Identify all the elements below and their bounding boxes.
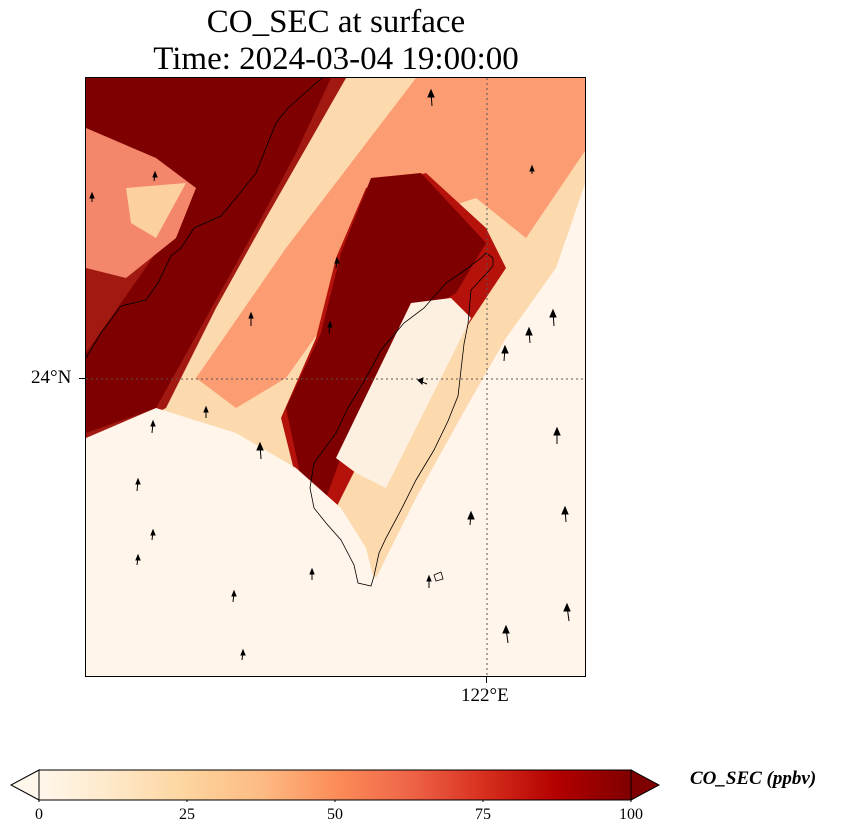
latitude-tick-label: 24°N [31, 367, 72, 388]
colorbar-tick-label: 25 [179, 806, 195, 823]
china-coastline [86, 78, 323, 359]
concentration-field-low-south [86, 408, 376, 588]
figure-title: CO_SEC at surface [206, 4, 466, 40]
taiwan-coastline [309, 252, 494, 587]
concentration-field-pale-northwest [126, 183, 186, 238]
colorbar-tick-label: 50 [327, 806, 343, 823]
longitude-tick-label: 122°E [461, 685, 509, 706]
concentration-field-peak-taiwan [286, 173, 486, 498]
concentration-field-pale-interior [336, 298, 471, 488]
colorbar-label: CO_SEC (ppbv) [690, 768, 817, 789]
concentration-field-medium [196, 78, 585, 408]
colorbar-tick-label: 100 [619, 806, 643, 823]
island-coastline [433, 571, 444, 582]
colorbar-tick-label: 75 [475, 806, 491, 823]
colorbar-extend-max [630, 769, 661, 801]
map-plot [86, 78, 585, 676]
colorbar-tick-marks [38, 800, 632, 802]
figure-timestamp: Time: 2024-03-04 19:00:00 [153, 41, 519, 77]
latitude-tick-mark [79, 378, 85, 379]
longitude-tick-mark [486, 677, 487, 683]
colorbar-tick-label: 0 [35, 806, 43, 823]
colorbar [9, 769, 661, 802]
map-panel [85, 77, 586, 677]
wind-vectors [89, 88, 571, 661]
colorbar-extend-min [9, 769, 40, 801]
colorbar-gradient [38, 769, 632, 801]
